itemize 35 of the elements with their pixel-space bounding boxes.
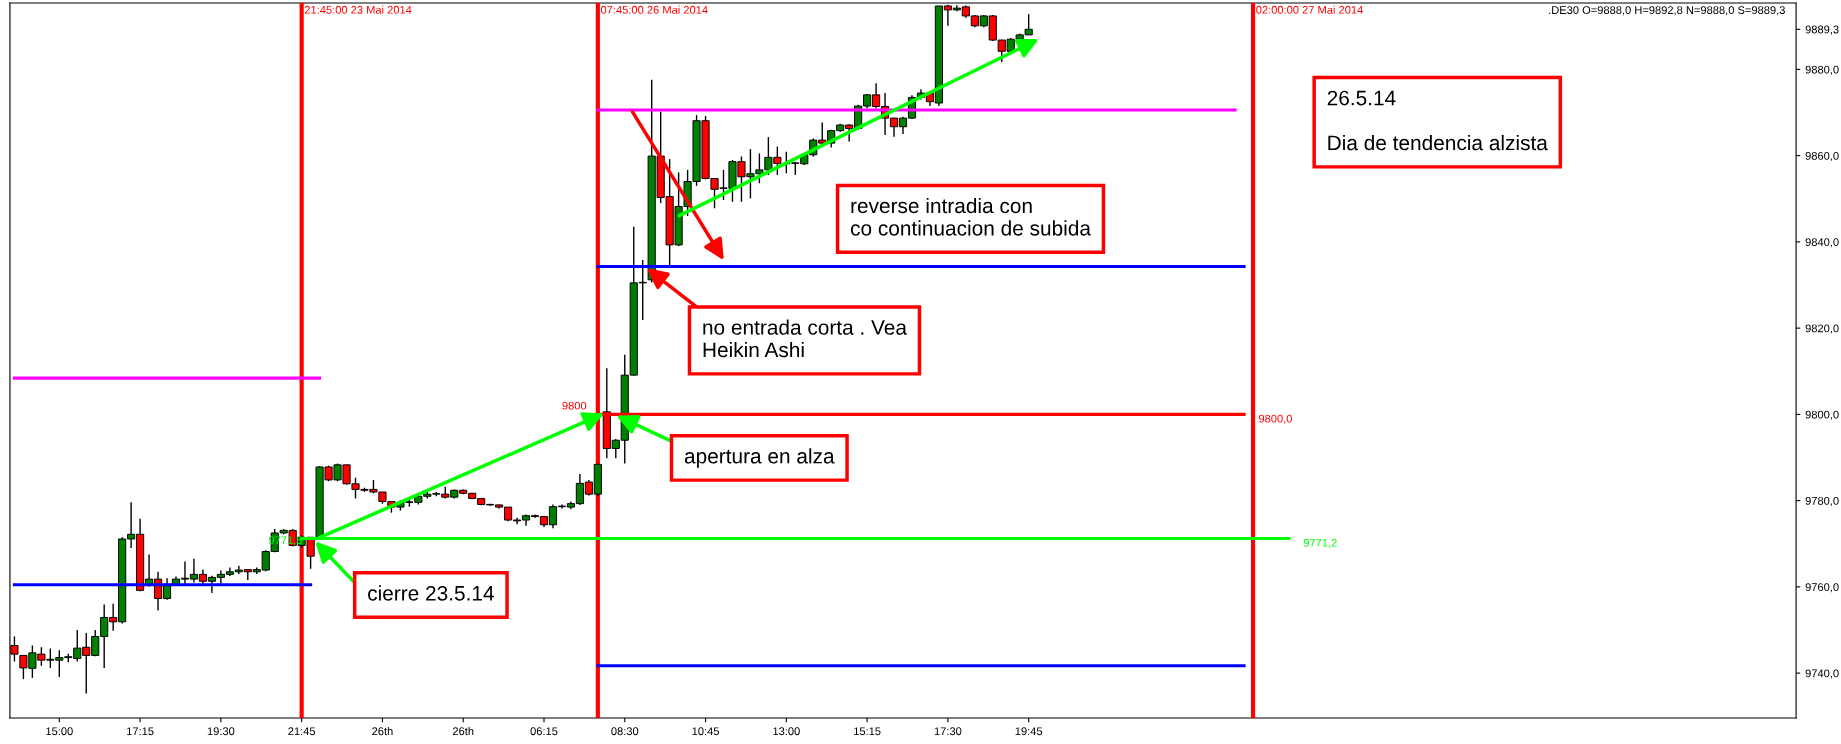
y-tick-label: 9840,0 [1805, 238, 1839, 248]
y-tick-label: 9760,0 [1805, 583, 1839, 593]
y-tick-label: 9860,0 [1805, 151, 1839, 162]
x-tick-label: 26th [372, 726, 393, 736]
x-tick-label: 17:30 [934, 727, 962, 736]
annotation: no entrada corta . Vea Heikin Ashi [703, 319, 907, 358]
x-tick-label: 13:00 [773, 727, 800, 736]
x-tick-label: 19:45 [1015, 727, 1043, 736]
y-tick-label: 9820,0 [1805, 324, 1839, 334]
x-tick-label: 17:15 [127, 727, 154, 736]
x-tick-label: 06:15 [530, 727, 558, 736]
annotation: 9800 [562, 401, 587, 410]
x-tick-label: 10:45 [692, 727, 719, 736]
x-tick-label: 15:00 [46, 727, 73, 736]
y-tick-label: 9780,0 [1805, 496, 1839, 507]
annotation: 07:45:00 26 Mai 2014 [600, 5, 708, 14]
series-label: 9800,0 [1258, 414, 1292, 424]
annotation: 02:00:00 27 Mai 2014 [1256, 5, 1363, 14]
annotation: .DE30 O=9888,0 H=9892,8 N=9888,0 S=9889,3 [1549, 6, 1785, 16]
annotation: apertura en alza [684, 448, 835, 468]
x-tick-label: 08:30 [611, 727, 639, 736]
x-tick-label: 15:15 [854, 727, 881, 736]
x-tick-label: 19:30 [207, 727, 235, 736]
annotation: 9771,5 [268, 536, 302, 546]
annotation: cierre 23.5.14 [368, 585, 494, 601]
y-tick-label: 9740,0 [1805, 669, 1839, 679]
x-tick-label: 26th [452, 726, 474, 736]
x-tick-label: 21:45 [288, 727, 316, 736]
y-tick-label: 9880,0 [1805, 65, 1839, 75]
ref-line-label: 21:45:00 23 Mai 2014 [304, 5, 412, 14]
annotation: reverse intradia con co continuacion de subida [850, 197, 1091, 236]
series-label: 9771,2 [1303, 538, 1337, 549]
y-tick-label: 9800,0 [1805, 410, 1839, 420]
y-tick-label: 9889,3 [1805, 25, 1839, 35]
text: 26.5.14 Dia de tendencia alzista [1327, 90, 1548, 151]
